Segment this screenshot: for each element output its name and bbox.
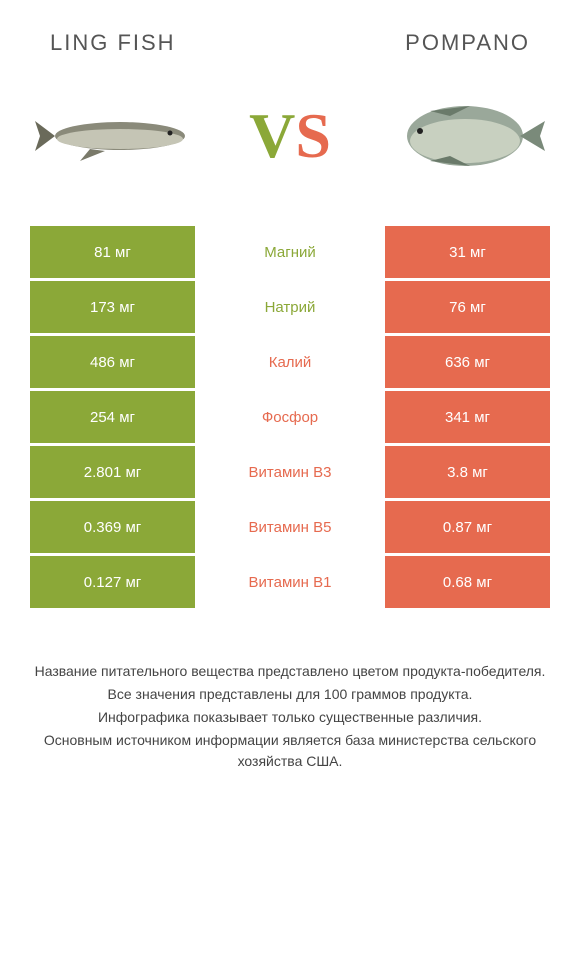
right-value-cell: 76 мг (385, 281, 550, 333)
left-value-cell: 2.801 мг (30, 446, 195, 498)
header: LING FISH POMPANO (0, 0, 580, 76)
left-value-cell: 0.369 мг (30, 501, 195, 553)
pompano-fish-image (380, 86, 550, 186)
table-row: 2.801 мгВитамин B33.8 мг (30, 446, 550, 498)
left-value-cell: 486 мг (30, 336, 195, 388)
table-row: 173 мгНатрий76 мг (30, 281, 550, 333)
comparison-table: 81 мгМагний31 мг173 мгНатрий76 мг486 мгК… (0, 226, 580, 608)
footer-notes: Название питательного вещества представл… (0, 611, 580, 794)
left-product-title: LING FISH (50, 30, 176, 56)
table-row: 0.127 мгВитамин B10.68 мг (30, 556, 550, 608)
nutrient-label-cell: Натрий (195, 281, 385, 333)
left-value-cell: 254 мг (30, 391, 195, 443)
right-product-title: POMPANO (405, 30, 530, 56)
table-row: 254 мгФосфор341 мг (30, 391, 550, 443)
nutrient-label-cell: Магний (195, 226, 385, 278)
left-value-cell: 173 мг (30, 281, 195, 333)
footer-line-3: Инфографика показывает только существенн… (30, 707, 550, 728)
footer-line-2: Все значения представлены для 100 граммо… (30, 684, 550, 705)
nutrient-label-cell: Калий (195, 336, 385, 388)
table-row: 486 мгКалий636 мг (30, 336, 550, 388)
nutrient-label-cell: Витамин B3 (195, 446, 385, 498)
nutrient-label-cell: Фосфор (195, 391, 385, 443)
vs-v-letter: V (249, 100, 295, 171)
vs-s-letter: S (295, 100, 331, 171)
table-row: 81 мгМагний31 мг (30, 226, 550, 278)
footer-line-4: Основным источником информации является … (30, 730, 550, 772)
left-value-cell: 0.127 мг (30, 556, 195, 608)
right-value-cell: 0.68 мг (385, 556, 550, 608)
right-value-cell: 3.8 мг (385, 446, 550, 498)
nutrient-label-cell: Витамин B5 (195, 501, 385, 553)
footer-line-1: Название питательного вещества представл… (30, 661, 550, 682)
nutrient-label-cell: Витамин B1 (195, 556, 385, 608)
table-row: 0.369 мгВитамин B50.87 мг (30, 501, 550, 553)
right-value-cell: 0.87 мг (385, 501, 550, 553)
right-value-cell: 341 мг (385, 391, 550, 443)
right-value-cell: 31 мг (385, 226, 550, 278)
vs-label: VS (249, 99, 331, 173)
left-value-cell: 81 мг (30, 226, 195, 278)
ling-fish-image (30, 86, 200, 186)
vs-section: VS (0, 76, 580, 226)
right-value-cell: 636 мг (385, 336, 550, 388)
